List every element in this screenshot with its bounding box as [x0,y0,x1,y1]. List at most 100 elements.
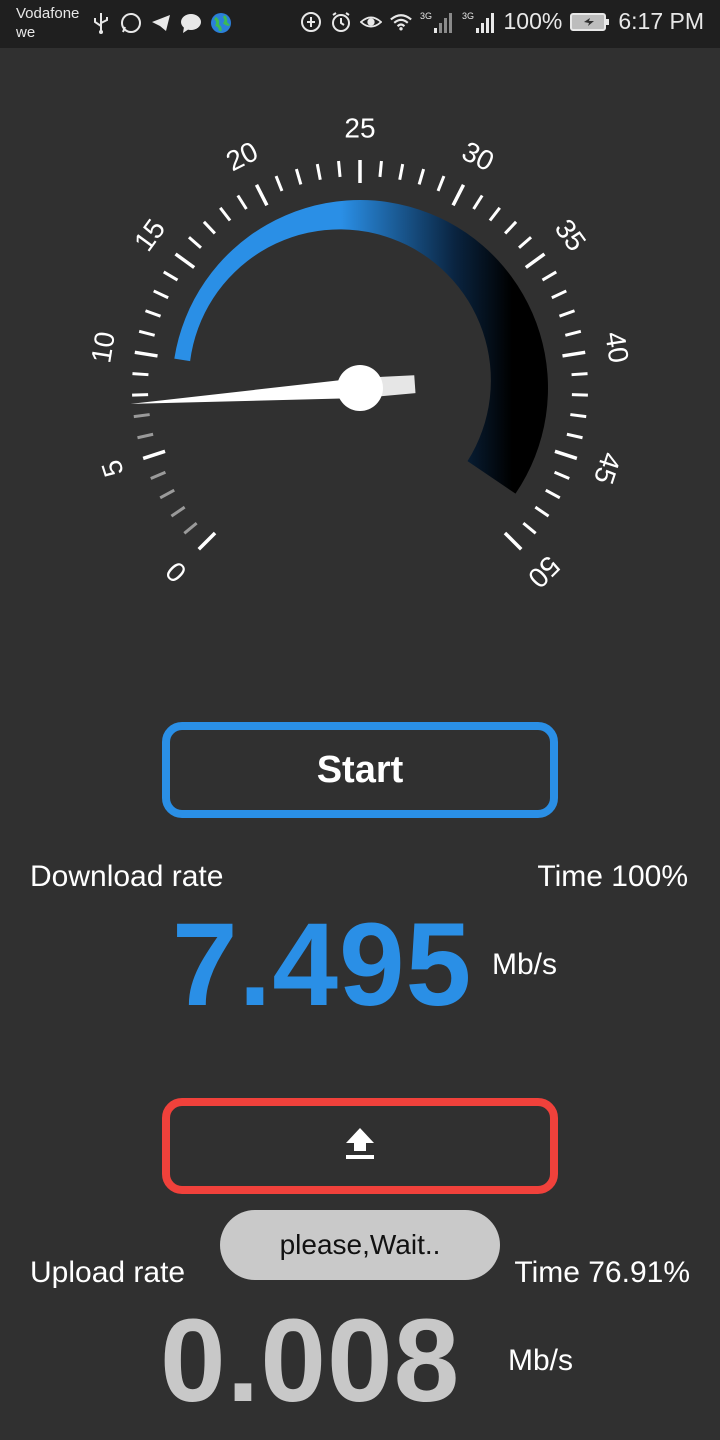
status-bar: Vodafone we 3G [0,0,720,48]
minor-tick [132,393,149,397]
minor-tick [138,329,156,337]
minor-tick [202,220,216,235]
upload-icon [344,1126,376,1167]
minor-tick [571,393,588,397]
minor-tick [274,175,284,192]
minor-tick [150,470,167,480]
minor-tick [558,309,576,318]
alarm-icon [330,11,352,33]
major-tick [554,449,578,461]
network-type-label: 3G [462,11,474,21]
major-tick [142,449,166,461]
tick-label-10: 10 [85,329,120,365]
upload-button[interactable] [162,1098,558,1194]
notification-icons [90,12,232,34]
chat-icon [180,12,202,34]
gauge-progress-arc [174,199,549,494]
minor-tick [570,413,587,419]
upload-rate-unit: Mb/s [508,1344,574,1377]
tick-label-0: 0 [160,555,193,588]
upload-rate-label: Upload rate [30,1256,186,1289]
minor-tick [571,372,588,377]
major-tick [197,531,217,551]
gauge-scale-labels: 0 5 10 15 20 25 30 35 40 45 50 [85,112,634,594]
signal-icon: 3G [462,11,496,33]
minor-tick [564,329,582,337]
minor-tick [541,270,558,282]
tick-label-15: 15 [128,213,171,256]
needle-hub [337,365,383,411]
speedometer-gauge: 0 5 10 15 20 25 30 35 40 45 50 [85,112,634,594]
minor-tick [337,160,342,178]
minor-tick [417,168,426,185]
download-rate-unit: Mb/s [492,948,558,981]
minor-tick [551,289,567,300]
minor-tick [236,194,248,210]
tick-label-20: 20 [221,135,263,177]
minor-tick [518,236,533,249]
carrier-line-1: Vodafone [16,5,80,22]
toast-text: please,Wait.. [279,1229,441,1260]
usb-icon [90,12,112,34]
minor-tick [137,432,154,440]
minor-tick [132,372,149,377]
major-tick [451,184,466,207]
network-type-label: 3G [420,11,432,21]
globe-icon [210,12,232,34]
minor-tick [566,432,583,440]
download-rate-label: Download rate [30,860,224,893]
tick-label-30: 30 [457,135,499,177]
whatsapp-icon [120,12,142,34]
minor-tick [504,220,518,235]
minor-tick [183,521,198,535]
gauge-needle [130,378,361,404]
tick-label-25: 25 [344,112,375,143]
battery-percent: 100% [503,8,563,34]
wait-toast: please,Wait.. [220,1210,500,1280]
minor-tick [436,175,446,192]
telegram-icon [150,12,172,34]
minor-tick [488,206,501,222]
tick-label-40: 40 [599,329,634,365]
system-icons: 3G 3G 100% 6:17 PM [300,8,704,35]
minor-tick [219,206,232,222]
download-time-label: Time 100% [537,860,688,893]
minor-tick [534,505,550,518]
upload-time-label: Time 76.91% [514,1256,690,1289]
minor-tick [187,236,202,249]
minor-tick [133,413,150,419]
tick-label-45: 45 [588,449,627,488]
major-tick [174,252,196,269]
carrier-line-2: we [16,24,36,41]
major-tick [254,184,269,207]
battery-icon [570,11,610,33]
major-tick [524,252,546,269]
download-rate-value: 7.495 [172,899,473,1031]
tick-label-35: 35 [549,213,592,256]
upload-rate-value: 0.008 [160,1295,461,1427]
start-button[interactable]: Start [162,722,558,818]
minor-tick [159,488,175,500]
minor-tick [144,309,162,318]
carrier-name: Vodafone we [16,4,79,42]
minor-tick [170,505,186,518]
minor-tick [378,160,383,178]
minor-tick [553,470,570,480]
major-tick [134,350,158,358]
minor-tick [472,194,484,210]
tick-label-50: 50 [522,550,566,594]
minor-tick [153,289,169,300]
start-button-label: Start [316,748,404,791]
major-tick [503,531,523,551]
tick-label-5: 5 [95,456,129,480]
minor-tick [545,488,561,500]
gauge-ticks [132,160,588,551]
major-tick [562,350,586,358]
minor-tick [294,168,303,185]
minor-tick [398,163,405,181]
minor-tick [522,521,537,535]
eye-icon [359,11,382,33]
clock: 6:17 PM [618,8,704,34]
signal-icon: 3G [420,11,454,33]
data-saver-icon [300,11,322,33]
